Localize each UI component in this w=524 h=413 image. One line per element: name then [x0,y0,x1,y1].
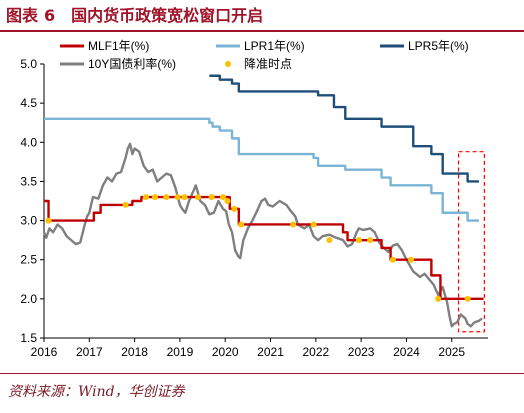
rrr-cut-point [290,221,297,228]
rrr-cut-point [195,194,202,201]
y-tick-label: 3.0 [20,214,37,228]
rrr-cut-point [407,256,414,263]
rrr-cut-markers [45,194,471,302]
y-tick-label: 5.0 [20,57,37,71]
figure-title-text: 国内货币政策宽松窗口开启 [71,6,264,25]
x-tick-label: 2020 [212,345,239,359]
source-note: 资料来源：Wind，华创证券 [8,384,185,400]
x-tick-label: 2023 [348,345,375,359]
x-tick-label: 2025 [438,345,465,359]
rrr-cut-point [174,194,181,201]
y-tick-label: 1.5 [20,331,37,345]
rate-chart: MLF1年(%) LPR1年(%) LPR5年(%) 10Y国债利率(%) 降准时点 1… [20,39,488,359]
title-rule [0,30,524,32]
rrr-cut-point [208,194,215,201]
x-tick-label: 2024 [393,345,420,359]
source-rule [0,373,524,374]
chart-axes: 1.5 2.0 2.5 3.0 3.5 4.0 4.5 5.0 2016 2017 2018 2019… [20,57,488,359]
rrr-cut-point [224,198,231,204]
y10-legend-label: 10Y国债利率(%) [88,56,176,71]
y10-line [42,142,483,328]
rrr-cut-point [326,237,333,244]
rrr-cut-point [142,194,149,201]
y-tick-label: 3.5 [20,174,37,188]
figure-number: 6 [44,6,56,25]
rrr-cut-point [231,205,238,212]
x-tick-label: 2021 [257,345,284,359]
y-tick-label: 4.0 [20,135,37,149]
mlf-legend-label: MLF1年(%) [88,39,149,53]
rrr-cut-point [45,217,52,224]
x-tick-label: 2019 [167,345,194,359]
lpr1-line [44,117,479,222]
rrr-cut-point [122,201,129,208]
y-tick-label: 2.0 [20,292,37,306]
window-rect [457,151,485,333]
y-tick-label: 2.5 [20,253,37,267]
rrr-cut-point [464,295,471,302]
chart-legend: MLF1年(%) LPR1年(%) LPR5年(%) 10Y国债利率(%) 降准时点 [60,39,469,71]
rrr-cut-point [238,221,245,228]
marker-legend-swatch [225,61,231,67]
x-tick-label: 2022 [302,345,329,359]
easing-window-box [457,151,485,333]
x-tick-label: 2017 [76,345,103,359]
lpr1-legend-label: LPR1年(%) [244,39,305,53]
rrr-cut-point [163,194,170,201]
rrr-cut-point [310,221,317,228]
marker-legend-label: 降准时点 [244,57,292,71]
rrr-cut-point [152,194,158,201]
chart-series [42,74,484,328]
figure-label: 图表 [6,6,39,25]
rrr-cut-point [389,256,396,263]
y-tick-label: 4.5 [20,96,37,110]
rrr-cut-point [181,194,188,201]
mlf-line [44,195,484,301]
x-tick-label: 2018 [121,345,148,359]
rrr-cut-point [355,237,362,244]
rrr-cut-point [367,237,374,244]
lpr5-line [209,74,479,183]
x-tick-label: 2016 [31,345,58,359]
rrr-cut-point [435,295,442,302]
lpr5-legend-label: LPR5年(%) [408,39,469,53]
rrr-cut-point [219,194,226,201]
figure-title: 图表 6 国内货币政策宽松窗口开启 [6,4,518,28]
